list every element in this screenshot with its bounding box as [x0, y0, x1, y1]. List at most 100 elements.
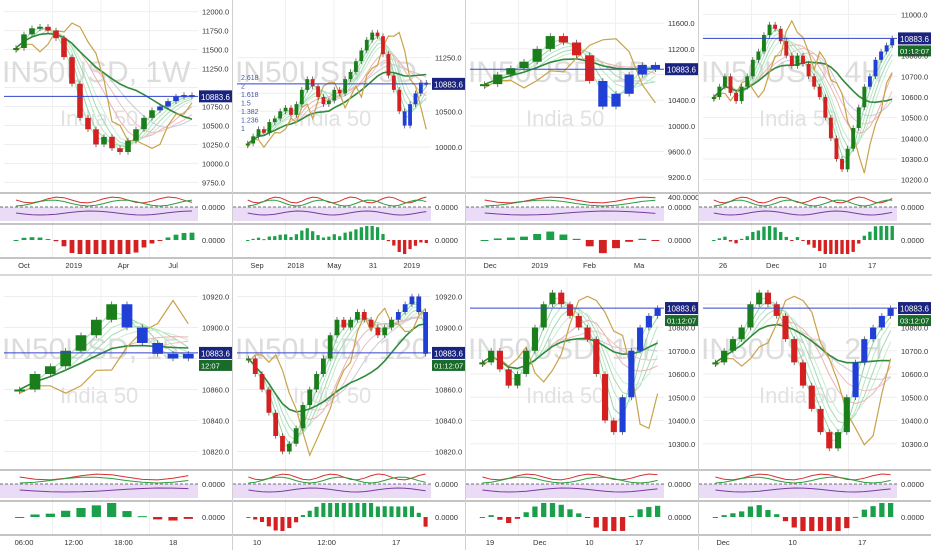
chart-panel[interactable]: IN50USD, 1D India 50 10883.6 11600.0 11200.0…: [466, 0, 698, 273]
chart-panel[interactable]: IN50USD, 120 India 50 10883.6 01:12:07 10920…: [233, 277, 465, 550]
y-tick-label: 10750.0: [202, 102, 229, 111]
chart-panel[interactable]: IN50USD, 1H India 50 10883.6 01:12:07 10800.…: [466, 277, 698, 550]
y-tick-label: 11250.0: [435, 54, 462, 63]
macd-bar: [479, 517, 486, 518]
price-label: 10883.6: [900, 35, 929, 44]
macd-bar: [409, 506, 415, 517]
price-label-box: [432, 77, 465, 90]
candle-body: [182, 353, 194, 359]
countdown-label: 01:12:07: [900, 47, 929, 56]
macd-bar: [576, 513, 582, 517]
x-tick-label: 2019: [403, 261, 420, 270]
macd-bar: [852, 516, 859, 518]
macd-bar: [37, 237, 43, 240]
x-tick-label: Dec: [483, 261, 497, 270]
macd-bar: [321, 503, 326, 517]
candle-body: [514, 374, 521, 386]
macd-bar: [795, 237, 800, 240]
macd-bar: [773, 227, 777, 240]
chart-svg: IN50USD, 1W India 50 10883.6 12000.0 11750.0…: [0, 0, 232, 270]
chart-panel[interactable]: IN50USD, 15 India 50 10883.6 12:07 10920.0 10…: [0, 277, 232, 550]
y-tick-label: 10800.0: [901, 324, 928, 333]
candle-body: [493, 74, 503, 85]
osc-line: [19, 487, 189, 493]
candle-body: [711, 97, 716, 99]
y-tick-label: 11000.0: [901, 10, 928, 19]
chart-panel[interactable]: IN50USD, 1W India 50 10883.6 12000.0 11750.0…: [0, 0, 232, 273]
ma-long-line: [247, 71, 427, 145]
macd-bar: [365, 226, 369, 240]
macd-bar: [328, 503, 333, 517]
macd-bar: [246, 517, 251, 518]
y-tick-label: 10400.0: [901, 134, 928, 143]
macd-bar: [747, 506, 754, 517]
osc-line: [248, 476, 426, 484]
macd-bar: [506, 517, 512, 523]
candle-body: [53, 30, 59, 39]
macd-bar: [77, 240, 83, 254]
osc-tick-label: 0.0000: [901, 203, 924, 212]
candle-body: [101, 136, 107, 145]
macd-bar: [497, 517, 503, 520]
countdown-label: 01:12:07: [434, 361, 463, 370]
macd-bar: [273, 236, 277, 240]
macd-bar: [403, 506, 408, 517]
macd-bar: [85, 240, 91, 254]
candle-body: [762, 35, 766, 52]
candle-body: [386, 54, 391, 76]
macd-bar: [107, 503, 117, 517]
osc-line: [247, 210, 427, 216]
macd-bar: [767, 226, 772, 240]
macd-bar: [283, 234, 288, 240]
candle-body: [85, 117, 91, 130]
candle-body: [540, 304, 547, 328]
x-tick-label: 12:00: [64, 538, 83, 547]
x-tick-label: 2019: [65, 261, 82, 270]
x-tick-label: Apr: [118, 261, 130, 270]
price-label-box: [199, 346, 232, 359]
candle-body: [364, 39, 369, 51]
macd-bar: [13, 240, 19, 241]
osc-tick-label: 0.0000: [435, 203, 458, 212]
candle-body: [479, 362, 486, 365]
candle-body: [756, 51, 761, 60]
macd-bar: [826, 517, 832, 531]
candle-body: [125, 140, 131, 153]
y-tick-label: 9600.0: [668, 148, 691, 157]
chart-panel[interactable]: IN50USD, 4H India 50 10883.6 01:12:07 11000.…: [699, 0, 931, 273]
candle-body: [531, 327, 539, 351]
candle-body: [519, 61, 529, 69]
osc-line: [15, 196, 193, 204]
macd-bar: [314, 506, 319, 517]
macd-bar: [779, 232, 783, 240]
y-tick-label: 12000.0: [202, 8, 229, 17]
candle-body: [149, 110, 155, 118]
macd-bar: [125, 240, 131, 254]
candle-body: [861, 339, 868, 363]
candle-body: [165, 101, 171, 107]
macd-bar: [246, 240, 250, 241]
ma-ribbon-line: [248, 308, 426, 435]
macd-bar: [598, 240, 607, 254]
macd-bar: [183, 517, 193, 519]
macd-bar: [153, 517, 163, 520]
chart-panel[interactable]: IN50USD, 3D India 50 10883.6 2.618 2 1.618 1.5…: [233, 0, 465, 273]
macd-bar: [122, 511, 132, 517]
macd-bar: [91, 505, 101, 517]
candle-body: [117, 148, 123, 153]
candle-body: [645, 315, 652, 328]
price-label: 10883.6: [201, 93, 230, 102]
macd-bar: [165, 237, 171, 240]
panel-divider: [0, 274, 932, 276]
y-tick-label: 10800.0: [901, 52, 928, 61]
lagging-line: [715, 295, 892, 446]
chart-panel[interactable]: IN50USD, 2HIndia 5010883.603:12:0710800.…: [699, 277, 931, 550]
fib-label: 2.618: [241, 75, 259, 82]
x-tick-label: 2019: [531, 261, 548, 270]
macd-bar: [280, 517, 285, 531]
candle-body: [722, 76, 727, 87]
osc-tick-label: 0.0000: [202, 480, 225, 489]
x-tick-label: Dec: [533, 538, 547, 547]
macd-bar: [765, 510, 771, 517]
candle-body: [368, 319, 374, 328]
